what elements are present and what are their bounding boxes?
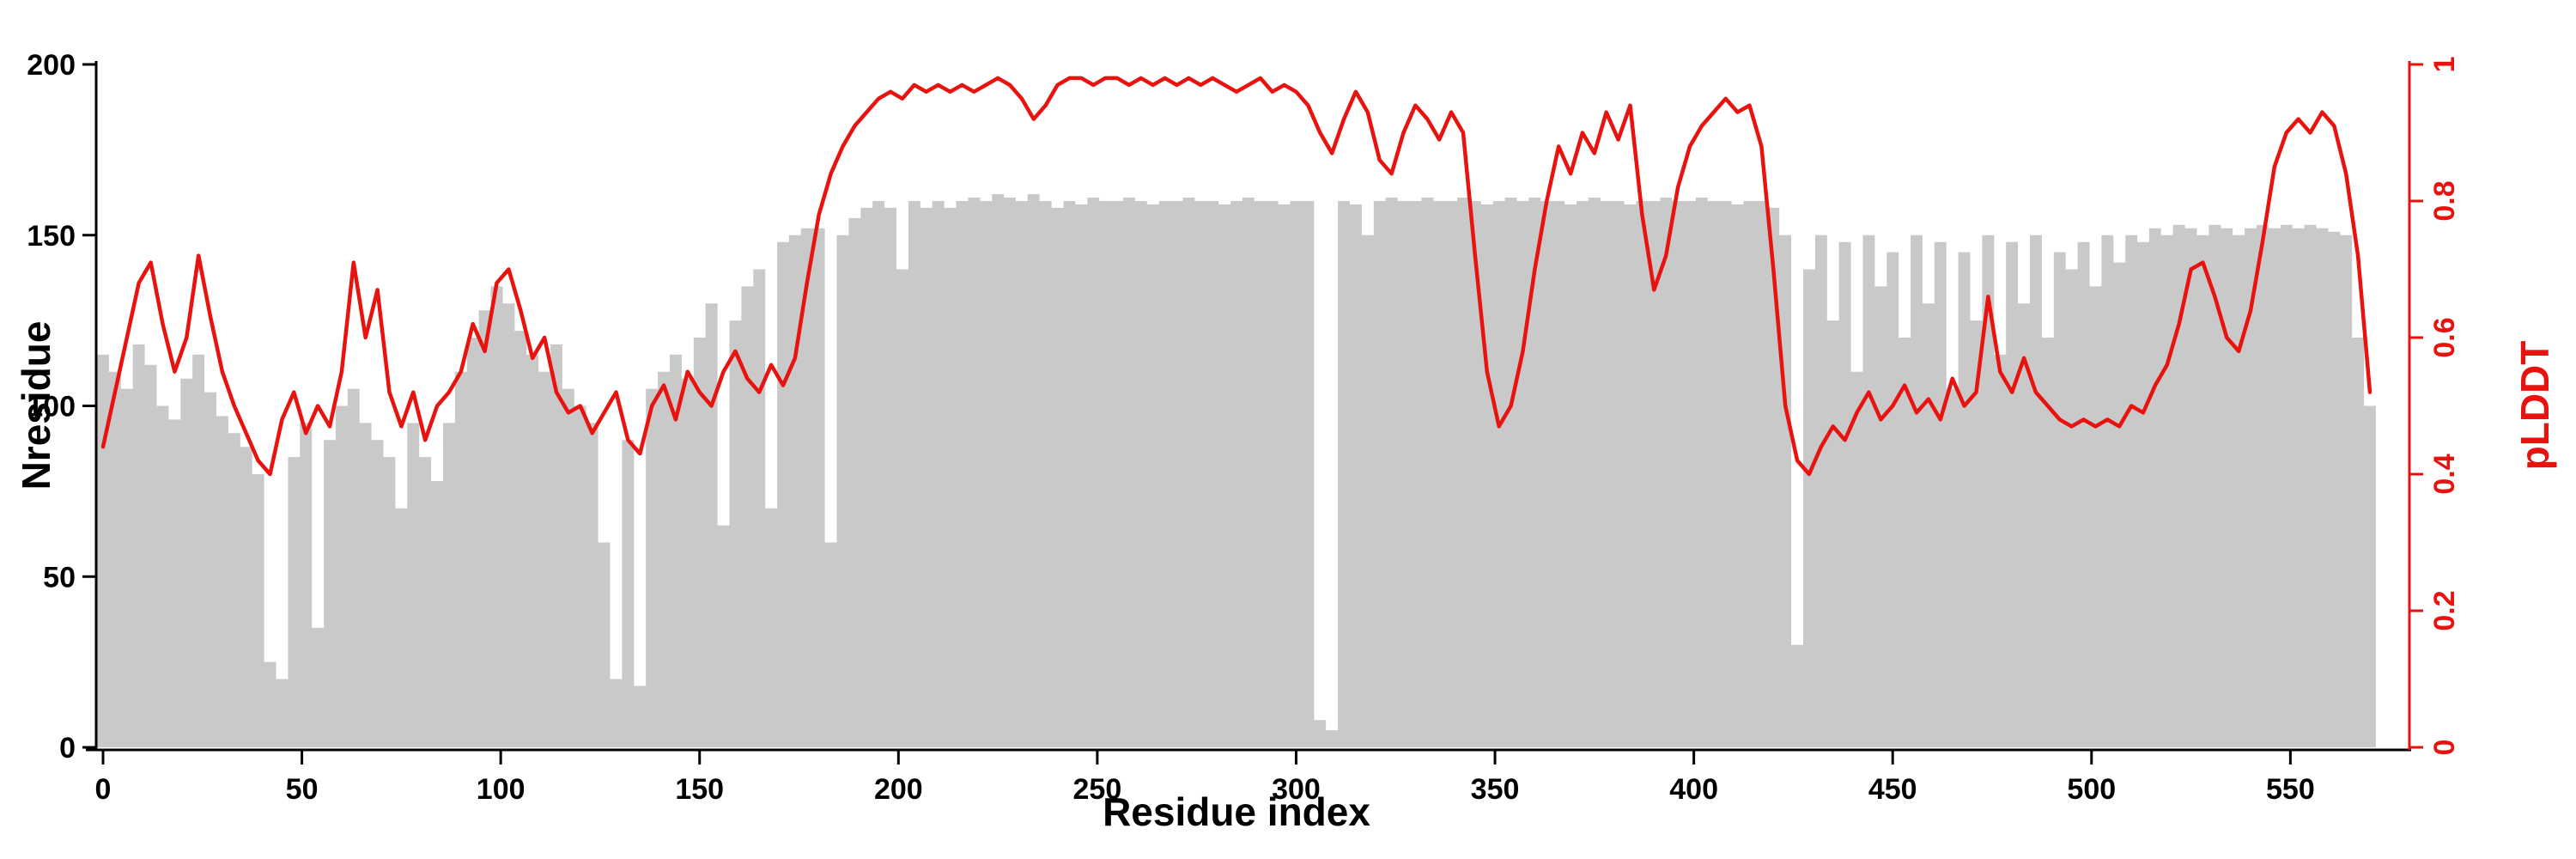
y-tick-label-right: 0	[2428, 740, 2461, 756]
x-tick-label: 350	[1471, 773, 1520, 806]
y-tick-label-left: 150	[27, 220, 76, 253]
x-tick-label: 0	[95, 773, 112, 806]
y-tick-label-left: 100	[27, 391, 76, 423]
x-axis-title: Residue index	[1103, 789, 1370, 834]
x-tick-label: 150	[675, 773, 724, 806]
x-tick-label: 550	[2266, 773, 2315, 806]
y-axis-title-left: Nresidue	[14, 320, 58, 490]
y-tick-label-right: 1	[2428, 57, 2461, 73]
x-tick-label: 100	[477, 773, 526, 806]
x-tick-label: 300	[1272, 773, 1321, 806]
x-tick-label: 400	[1669, 773, 1718, 806]
x-tick-label: 250	[1073, 773, 1122, 806]
y-axis-title-right: pLDDT	[2512, 340, 2557, 471]
y-tick-label-right: 0.8	[2428, 180, 2461, 221]
y-tick-label-right: 0.4	[2428, 454, 2461, 494]
x-tick-label: 200	[874, 773, 923, 806]
y-tick-label-left: 0	[59, 732, 76, 765]
y-tick-label-left: 200	[27, 49, 76, 82]
nresidue-bars	[97, 194, 2376, 747]
x-tick-label: 450	[1868, 773, 1917, 806]
y-tick-label-left: 50	[43, 561, 76, 594]
y-tick-label-right: 0.2	[2428, 590, 2461, 631]
x-tick-label: 50	[286, 773, 319, 806]
y-tick-label-right: 0.6	[2428, 317, 2461, 357]
x-tick-label: 500	[2067, 773, 2116, 806]
plddt-line	[100, 76, 2372, 477]
